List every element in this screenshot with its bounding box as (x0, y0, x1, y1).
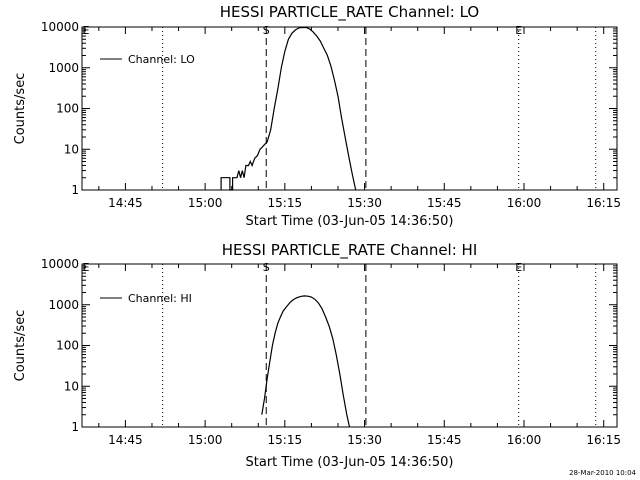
marker-label-e: E (515, 261, 522, 274)
x-tick-label-15-45: 15:45 (427, 433, 462, 447)
y-tick-label-1: 1 (71, 420, 79, 434)
y-tick-label-100: 100 (56, 339, 79, 353)
y-tick-label-1000: 1000 (48, 298, 79, 312)
x-tick-label-15-15: 15:15 (268, 196, 303, 210)
x-tick-label-15-15: 15:15 (268, 433, 303, 447)
x-tick-label-15-45: 15:45 (427, 196, 462, 210)
legend-label: Channel: LO (128, 53, 195, 66)
plot-timestamp: 28-Mar-2010 10:04 (569, 469, 636, 477)
edge-label-e: E (83, 24, 90, 37)
x-tick-label-15-30: 15:30 (347, 433, 382, 447)
legend-label: Channel: HI (128, 292, 192, 305)
edge-label-e: E (83, 261, 90, 274)
chart-title: HESSI PARTICLE_RATE Channel: HI (222, 241, 478, 260)
y-tick-label-10: 10 (64, 379, 79, 393)
y-axis-title: Counts/sec (13, 73, 28, 145)
y-tick-label-100: 100 (56, 102, 79, 116)
panel-hi-channel: HESSI PARTICLE_RATE Channel: HI 14:45 15:0… (13, 241, 621, 470)
x-axis-title: Start Time (03-Jun-05 14:36:50) (246, 455, 454, 470)
marker-label-s: S (263, 261, 270, 274)
x-tick-label-15-00: 15:00 (188, 196, 223, 210)
x-tick-label-15-00: 15:00 (188, 433, 223, 447)
y-tick-label-1000: 1000 (48, 61, 79, 75)
x-tick-label-16-15: 16:15 (586, 196, 621, 210)
x-tick-label-15-30: 15:30 (347, 196, 382, 210)
marker-label-s: S (263, 24, 270, 37)
x-tick-label-16-00: 16:00 (507, 196, 542, 210)
panel-lo-channel: HESSI PARTICLE_RATE Channel: LO 14:45 15:0… (13, 3, 621, 229)
y-tick-label-10: 10 (64, 142, 79, 156)
y-axis-title: Counts/sec (13, 310, 28, 382)
series-line-channel-hi (261, 295, 351, 428)
x-tick-label-14-45: 14:45 (108, 433, 143, 447)
x-axis-title: Start Time (03-Jun-05 14:36:50) (246, 214, 454, 229)
marker-label-e: E (515, 24, 522, 37)
x-tick-label-14-45: 14:45 (108, 196, 143, 210)
y-tick-label-10000: 10000 (41, 20, 79, 34)
series-line-channel-lo (220, 26, 357, 191)
chart-title: HESSI PARTICLE_RATE Channel: LO (220, 3, 479, 22)
y-tick-label-1: 1 (71, 183, 79, 197)
x-tick-label-16-15: 16:15 (586, 433, 621, 447)
x-tick-label-16-00: 16:00 (507, 433, 542, 447)
y-tick-label-10000: 10000 (41, 257, 79, 271)
